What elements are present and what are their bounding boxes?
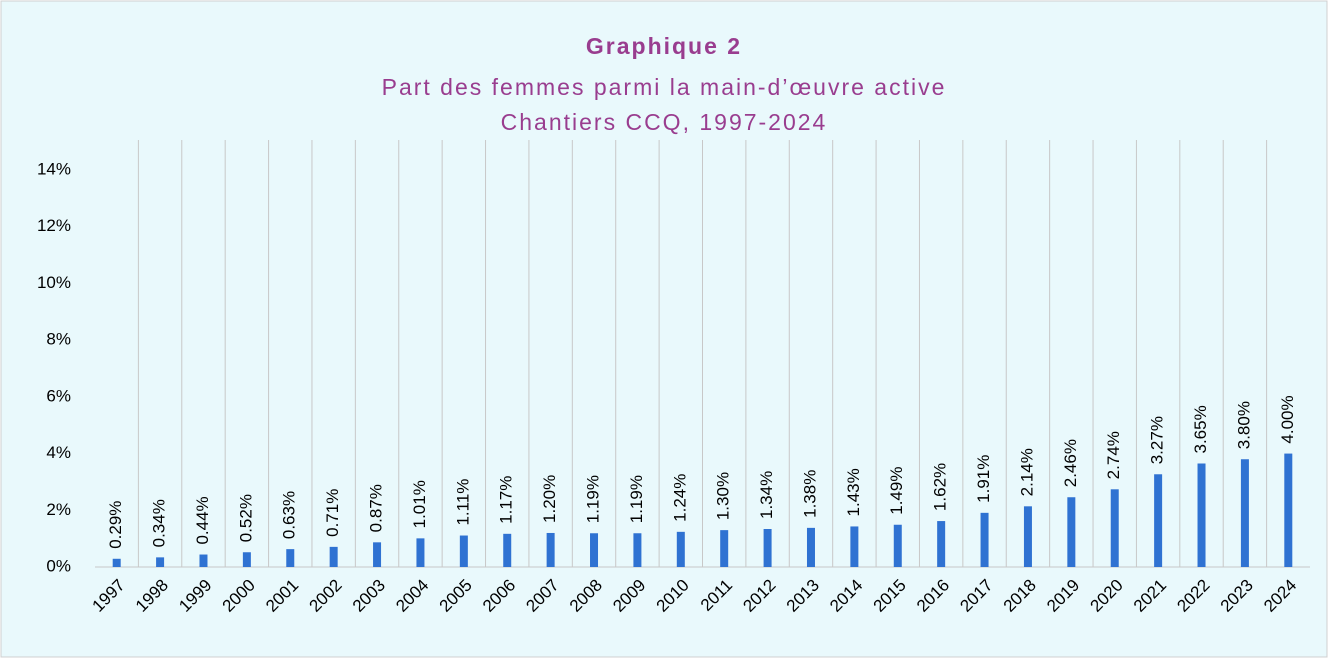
bar bbox=[546, 532, 555, 567]
y-tick-label: 2% bbox=[46, 500, 71, 519]
y-tick-label: 8% bbox=[46, 330, 71, 349]
data-label: 0.52% bbox=[236, 494, 255, 542]
data-label: 1.24% bbox=[670, 474, 689, 522]
data-label: 2.14% bbox=[1017, 448, 1036, 496]
bar bbox=[373, 542, 382, 567]
data-label: 0.63% bbox=[280, 491, 299, 539]
bar bbox=[720, 530, 729, 567]
bar bbox=[850, 526, 859, 567]
data-label: 1.01% bbox=[410, 480, 429, 528]
data-label: 0.71% bbox=[323, 489, 342, 537]
bar bbox=[416, 538, 425, 567]
y-tick-label: 4% bbox=[46, 443, 71, 462]
data-label: 1.20% bbox=[540, 475, 559, 523]
bar bbox=[676, 531, 685, 567]
bar bbox=[503, 533, 512, 567]
data-label: 1.17% bbox=[497, 476, 516, 524]
data-label: 1.30% bbox=[714, 472, 733, 520]
bar bbox=[1154, 474, 1163, 567]
data-label: 1.62% bbox=[931, 463, 950, 511]
y-tick-label: 12% bbox=[37, 216, 71, 235]
y-tick-label: 6% bbox=[46, 386, 71, 405]
data-label: 1.91% bbox=[974, 455, 993, 503]
data-label: 3.80% bbox=[1234, 401, 1253, 449]
bar bbox=[980, 512, 989, 567]
bar bbox=[806, 527, 815, 567]
bar bbox=[199, 554, 208, 567]
data-label: 1.38% bbox=[800, 470, 819, 518]
y-tick-label: 14% bbox=[37, 159, 71, 178]
chart-subtitle: Chantiers CCQ, 1997-2024 bbox=[501, 109, 828, 135]
data-label: 1.43% bbox=[844, 468, 863, 516]
data-label: 2.46% bbox=[1061, 439, 1080, 487]
bar bbox=[893, 524, 902, 567]
bar bbox=[286, 549, 295, 567]
bar bbox=[1240, 459, 1249, 567]
bar bbox=[937, 521, 946, 567]
data-label: 0.44% bbox=[193, 496, 212, 544]
bar bbox=[1023, 506, 1032, 567]
bar bbox=[156, 557, 165, 567]
bar bbox=[763, 529, 772, 567]
data-label: 0.87% bbox=[367, 484, 386, 532]
data-label: 0.34% bbox=[150, 499, 169, 547]
bar bbox=[590, 533, 599, 567]
data-label: 0.29% bbox=[106, 501, 125, 549]
y-tick-label: 10% bbox=[37, 273, 71, 292]
bar bbox=[1197, 463, 1206, 567]
y-tick-label: 0% bbox=[46, 556, 71, 575]
data-label: 3.27% bbox=[1148, 416, 1167, 464]
data-label: 4.00% bbox=[1278, 395, 1297, 443]
bar bbox=[633, 533, 642, 567]
data-label: 2.74% bbox=[1104, 431, 1123, 479]
data-label: 1.11% bbox=[453, 479, 472, 526]
bar bbox=[1110, 489, 1119, 567]
bar bbox=[112, 558, 121, 567]
chart-title: Graphique 2 bbox=[586, 33, 742, 59]
data-label: 1.19% bbox=[584, 475, 603, 523]
bar bbox=[1284, 453, 1293, 567]
bar bbox=[1067, 497, 1076, 567]
data-label: 1.19% bbox=[627, 475, 646, 523]
bar bbox=[459, 535, 468, 567]
data-label: 1.34% bbox=[757, 471, 776, 519]
chart-subtitle: Part des femmes parmi la main-d’œuvre ac… bbox=[382, 74, 947, 100]
data-label: 1.49% bbox=[887, 467, 906, 515]
data-label: 3.65% bbox=[1191, 405, 1210, 453]
bar bbox=[242, 552, 251, 567]
bar bbox=[329, 546, 338, 567]
